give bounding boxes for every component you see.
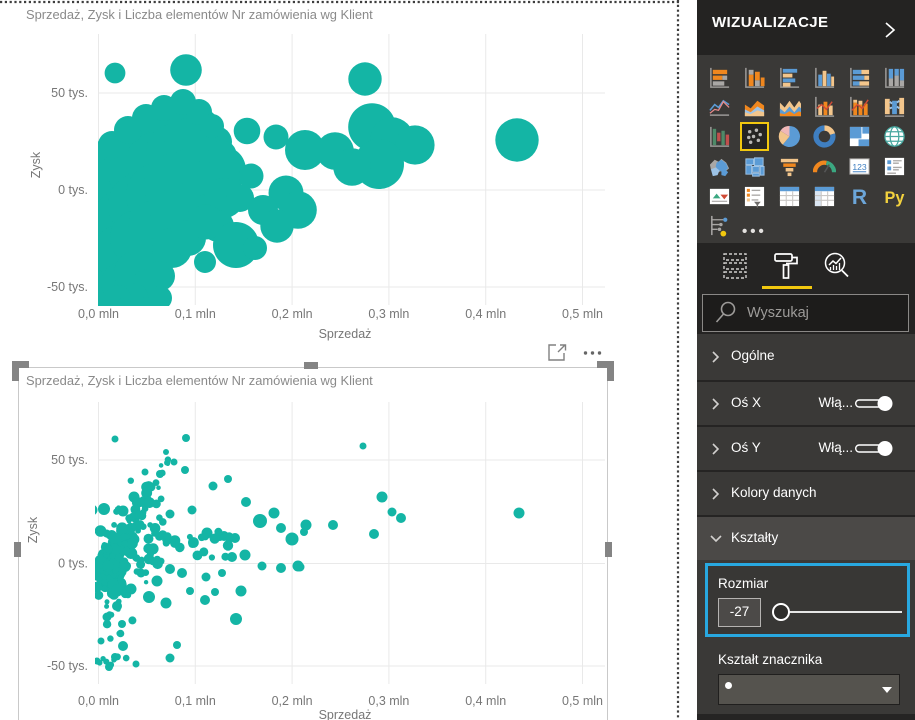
- svg-text:0,2 mln: 0,2 mln: [272, 307, 313, 321]
- svg-text:Sprzedaż, Zysk i Liczba elemen: Sprzedaż, Zysk i Liczba elementów Nr zam…: [26, 373, 373, 388]
- svg-text:50 tys.: 50 tys.: [51, 453, 88, 467]
- svg-text:0,5 mln: 0,5 mln: [562, 694, 603, 708]
- svg-text:0,3 mln: 0,3 mln: [368, 694, 409, 708]
- svg-text:R: R: [851, 186, 866, 208]
- svg-text:Py: Py: [884, 189, 904, 207]
- svg-text:0,0 mln: 0,0 mln: [78, 694, 119, 708]
- svg-text:0,3 mln: 0,3 mln: [368, 307, 409, 321]
- svg-text:0,2 mln: 0,2 mln: [272, 694, 313, 708]
- svg-text:0 tys.: 0 tys.: [58, 557, 88, 571]
- svg-text:Zysk: Zysk: [26, 516, 40, 543]
- svg-text:-50 tys.: -50 tys.: [47, 280, 88, 294]
- svg-text:0,0 mln: 0,0 mln: [78, 307, 119, 321]
- svg-text:Zysk: Zysk: [29, 151, 43, 178]
- svg-text:0 tys.: 0 tys.: [58, 183, 88, 197]
- svg-text:0,1 mln: 0,1 mln: [175, 307, 216, 321]
- svg-text:Sprzedaż: Sprzedaż: [319, 708, 372, 720]
- svg-text:Sprzedaż: Sprzedaż: [319, 327, 372, 341]
- svg-text:Sprzedaż, Zysk i Liczba elemen: Sprzedaż, Zysk i Liczba elementów Nr zam…: [26, 7, 373, 22]
- svg-text:0,4 mln: 0,4 mln: [465, 307, 506, 321]
- svg-text:0,4 mln: 0,4 mln: [465, 694, 506, 708]
- svg-text:50 tys.: 50 tys.: [51, 86, 88, 100]
- svg-text:0,1 mln: 0,1 mln: [175, 694, 216, 708]
- svg-text:123: 123: [852, 161, 867, 171]
- svg-text:-50 tys.: -50 tys.: [47, 659, 88, 673]
- svg-text:0,5 mln: 0,5 mln: [562, 307, 603, 321]
